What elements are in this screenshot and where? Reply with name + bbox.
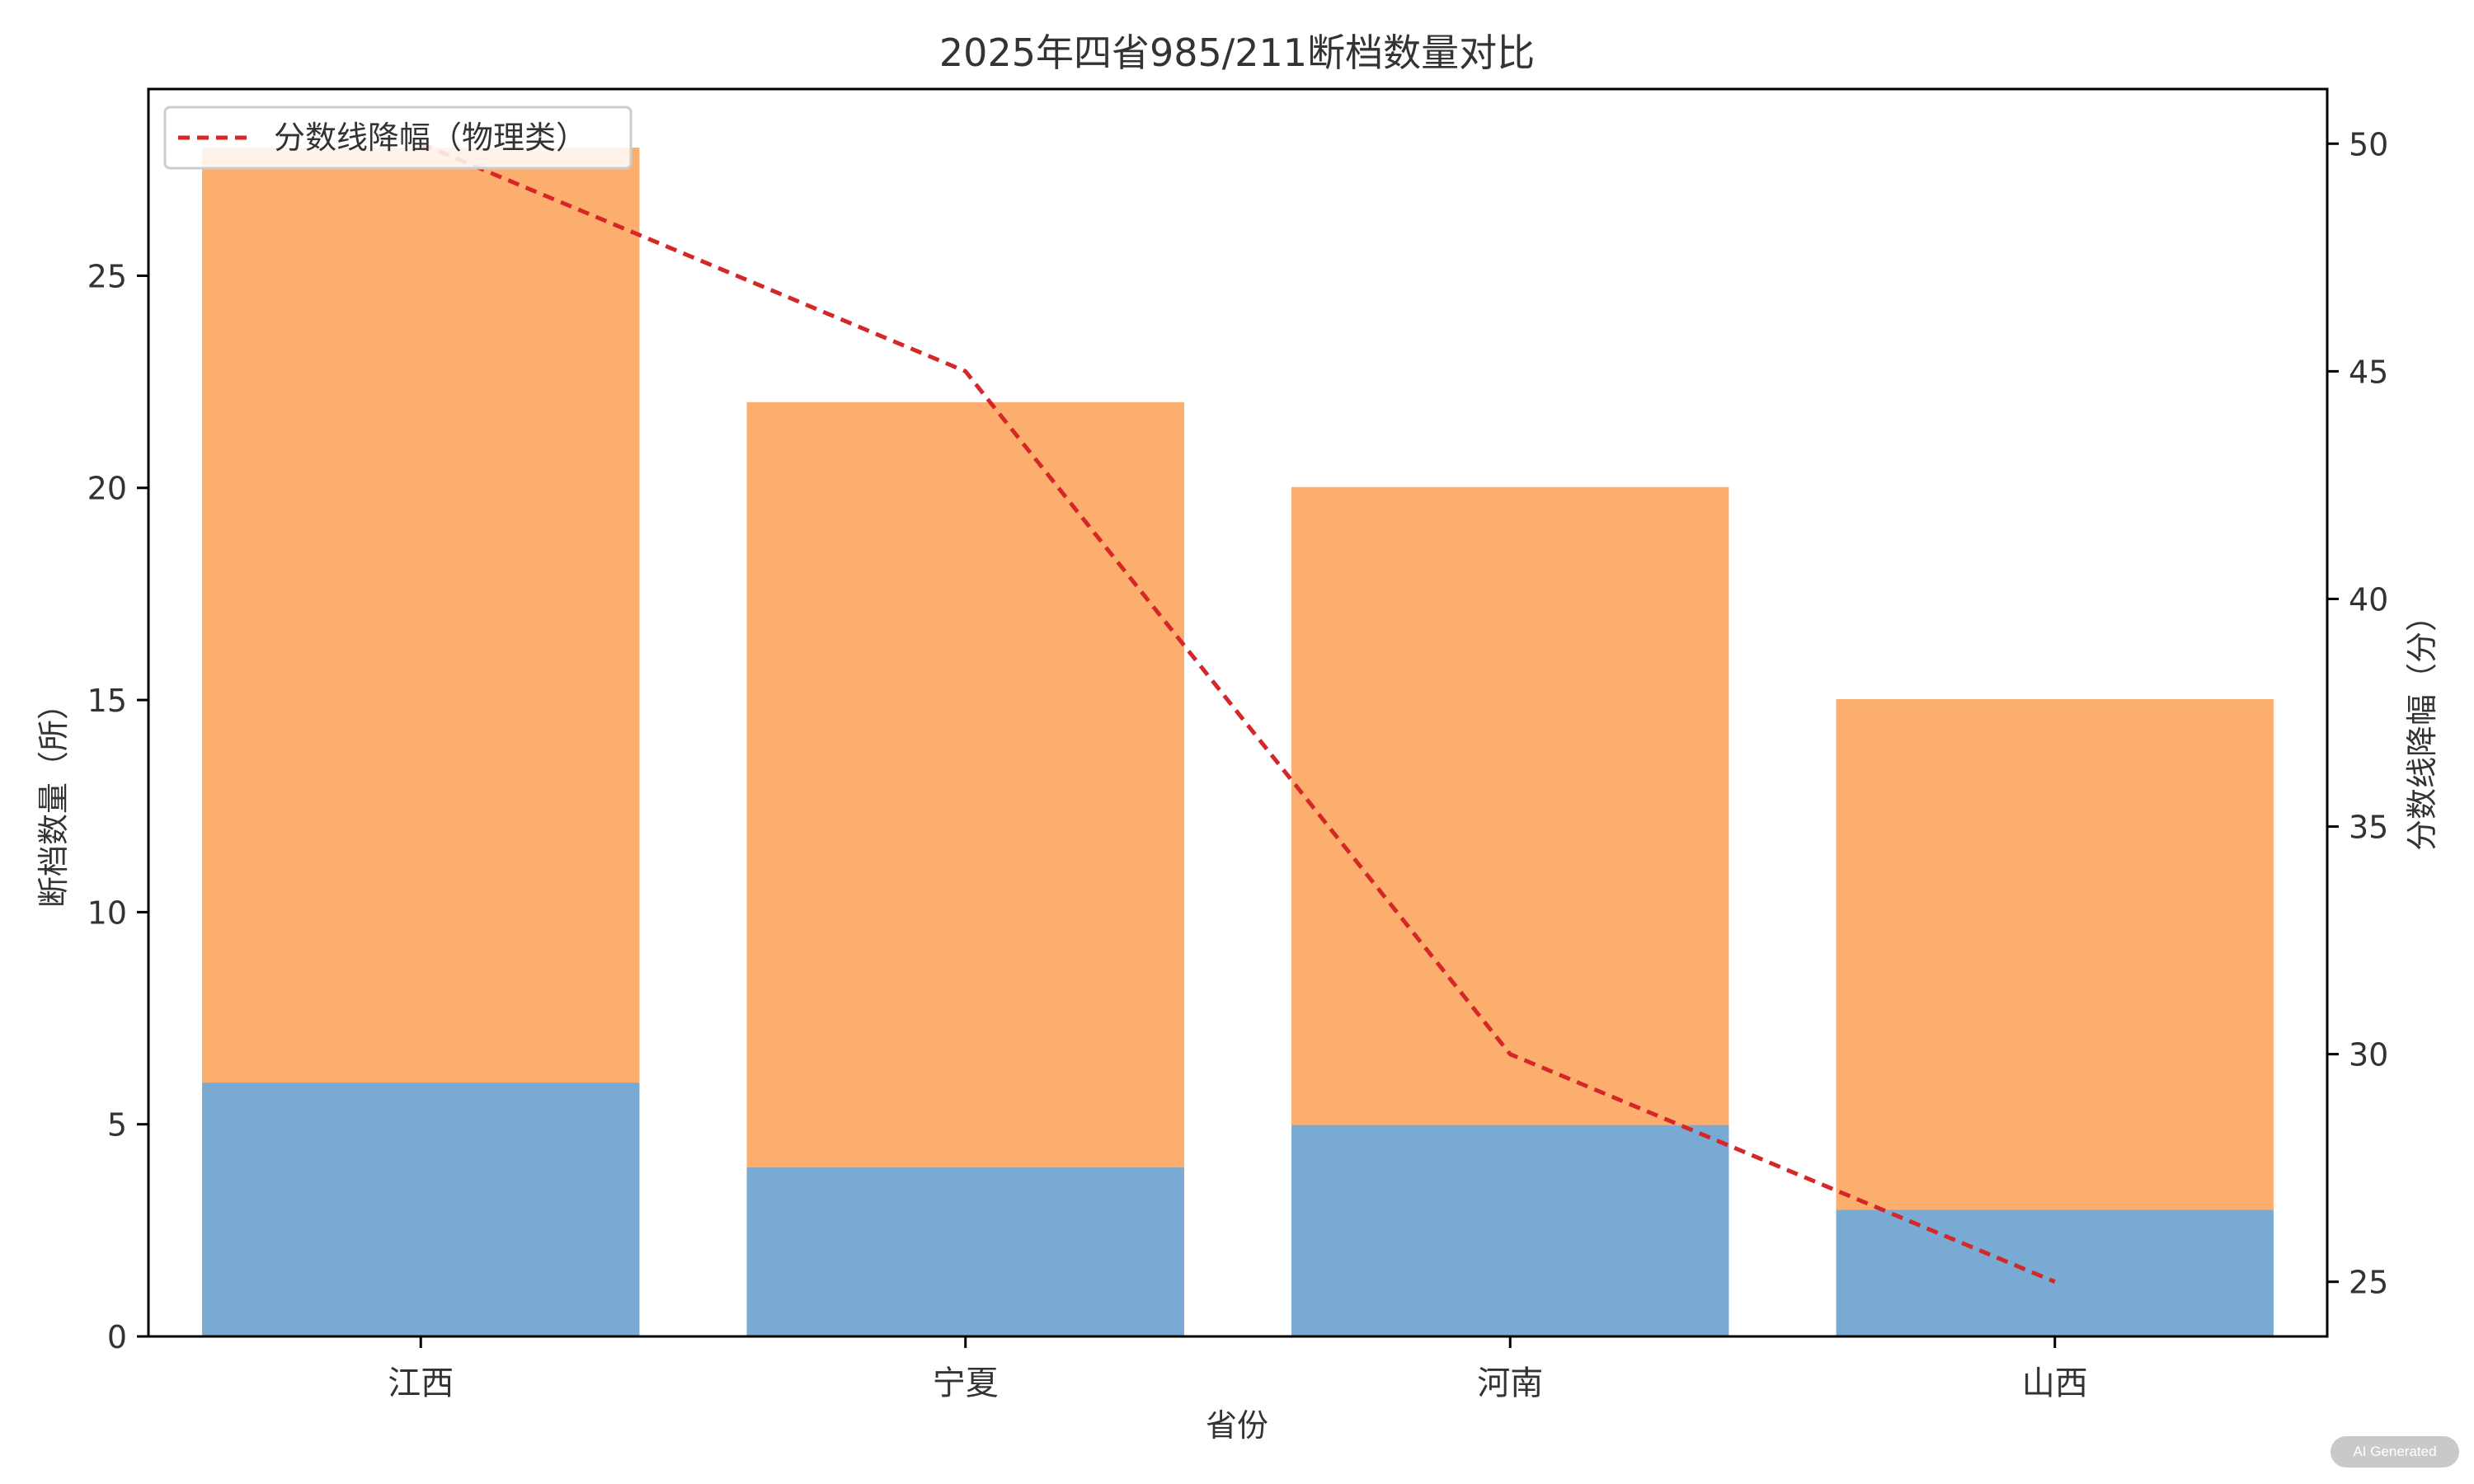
ai-generated-badge: AI Generated — [2331, 1436, 2459, 1468]
bar-series2-2 — [746, 402, 1184, 1168]
bar-series1-2 — [746, 1166, 1184, 1337]
y-tick-label: 10 — [87, 895, 127, 931]
legend-label: 分数线降幅（物理类） — [274, 120, 587, 156]
y2-tick-label: 35 — [2349, 810, 2388, 846]
bar-series1-3 — [1291, 1123, 1729, 1338]
bar-series2-4 — [1836, 699, 2274, 1210]
y-tick-label: 0 — [107, 1319, 127, 1355]
bar-series2-3 — [1291, 486, 1729, 1125]
bar-series1-4 — [1836, 1208, 2274, 1338]
y2-tick-label: 25 — [2349, 1265, 2388, 1301]
line-group — [420, 141, 2056, 1284]
x-tick-label: 河南 — [1477, 1364, 1543, 1402]
x-tick-label: 宁夏 — [933, 1364, 999, 1402]
y2-tick-label: 40 — [2349, 581, 2388, 618]
y2-tick-label: 30 — [2349, 1037, 2388, 1073]
y-tick-label: 15 — [87, 683, 127, 719]
bar-series1-1 — [202, 1081, 640, 1337]
y-axis-label: 断档数量（所） — [35, 688, 72, 908]
bars-group — [202, 148, 2274, 1338]
axes-group: 0 5 10 15 20 25 25 30 35 40 45 50 江西 宁夏 河南 山西 — [87, 87, 2388, 1402]
y-tick-label: 5 — [107, 1107, 127, 1144]
x-tick-label: 山西 — [2022, 1364, 2088, 1402]
y-tick-label: 25 — [87, 258, 127, 294]
legend: 分数线降幅（物理类） — [163, 106, 633, 170]
legend-box — [163, 106, 633, 170]
y2-tick-label: 45 — [2349, 354, 2388, 390]
y2-axis-label: 分数线降幅（分） — [2404, 600, 2440, 851]
y-tick-label: 20 — [87, 471, 127, 507]
bar-series2-1 — [202, 148, 640, 1083]
y2-tick-label: 50 — [2349, 126, 2388, 162]
line-series — [420, 141, 2056, 1284]
x-tick-label: 江西 — [388, 1364, 454, 1402]
chart-title: 2025年四省985/211断档数量对比 — [939, 31, 1535, 75]
plot-frame — [147, 87, 2329, 1338]
x-axis-label: 省份 — [1206, 1407, 1268, 1444]
